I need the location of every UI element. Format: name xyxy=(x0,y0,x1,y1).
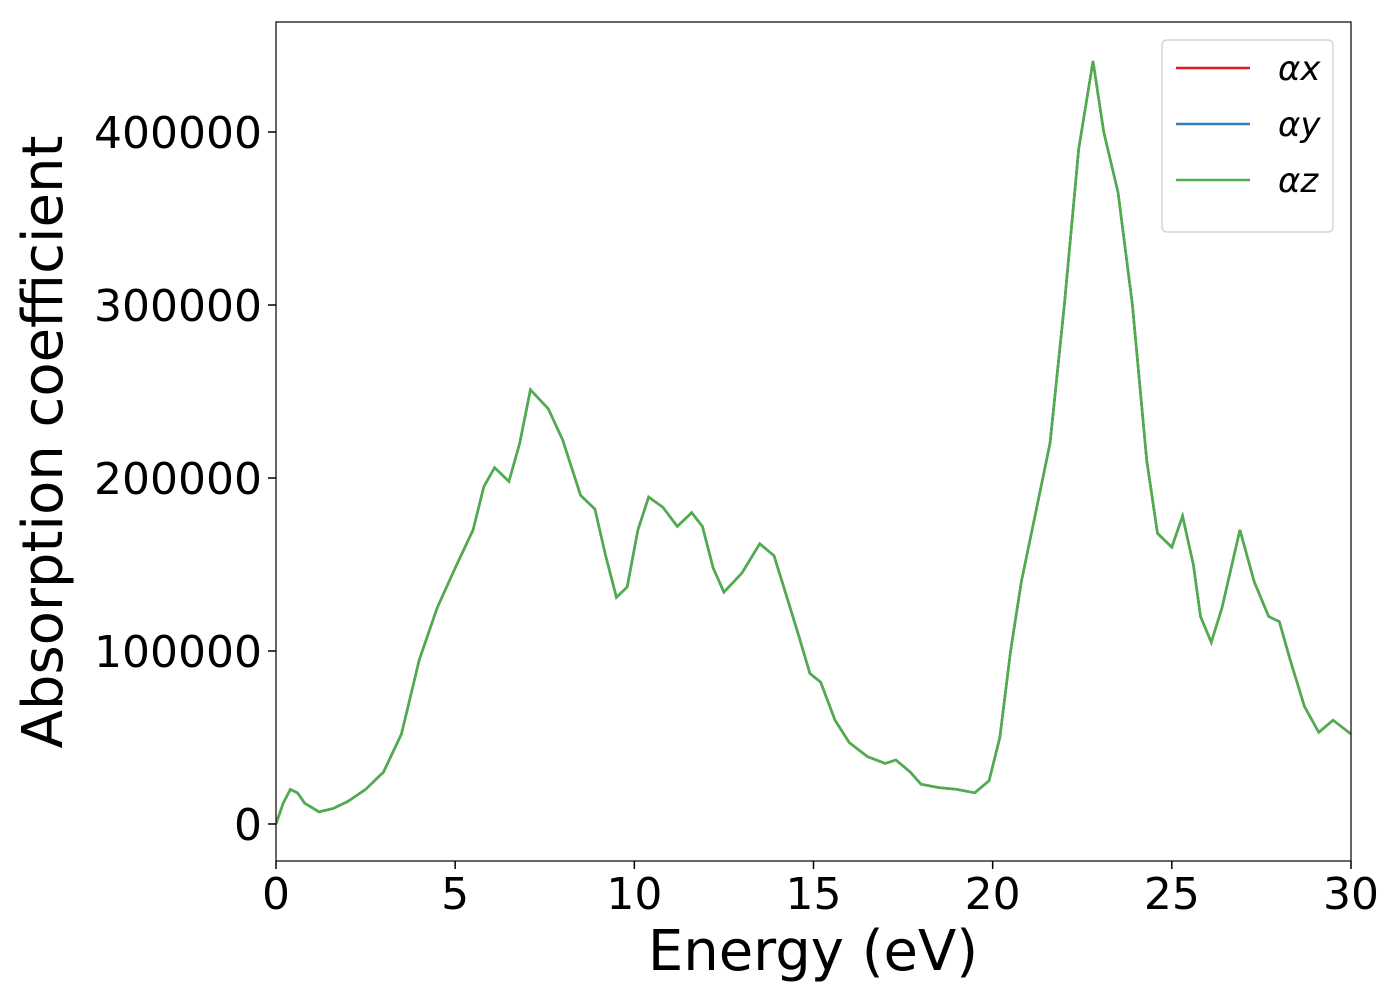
plot-frame xyxy=(275,21,1352,862)
x-tick-label: 5 xyxy=(441,869,469,920)
x-tick-label: 10 xyxy=(606,869,662,920)
legend-label: αx xyxy=(1278,49,1321,89)
y-tick-label: 300000 xyxy=(94,281,262,332)
x-tick-label: 15 xyxy=(786,869,842,920)
y-tick-label: 200000 xyxy=(94,454,262,505)
y-axis-label: Absorption coefficient xyxy=(11,136,76,749)
legend-label: αz xyxy=(1278,161,1319,201)
x-tick-label: 30 xyxy=(1323,869,1379,920)
x-tick-label: 0 xyxy=(262,869,290,920)
y-tick-label: 100000 xyxy=(94,627,262,678)
legend-box xyxy=(1161,39,1334,233)
data-line xyxy=(276,60,1351,825)
y-tick-label: 0 xyxy=(234,800,262,851)
x-axis-label: Energy (eV) xyxy=(648,919,978,984)
x-tick-label: 25 xyxy=(1144,869,1200,920)
y-tick-label: 400000 xyxy=(94,108,262,159)
legend-label: αy xyxy=(1278,105,1321,145)
x-tick-label: 20 xyxy=(965,869,1021,920)
